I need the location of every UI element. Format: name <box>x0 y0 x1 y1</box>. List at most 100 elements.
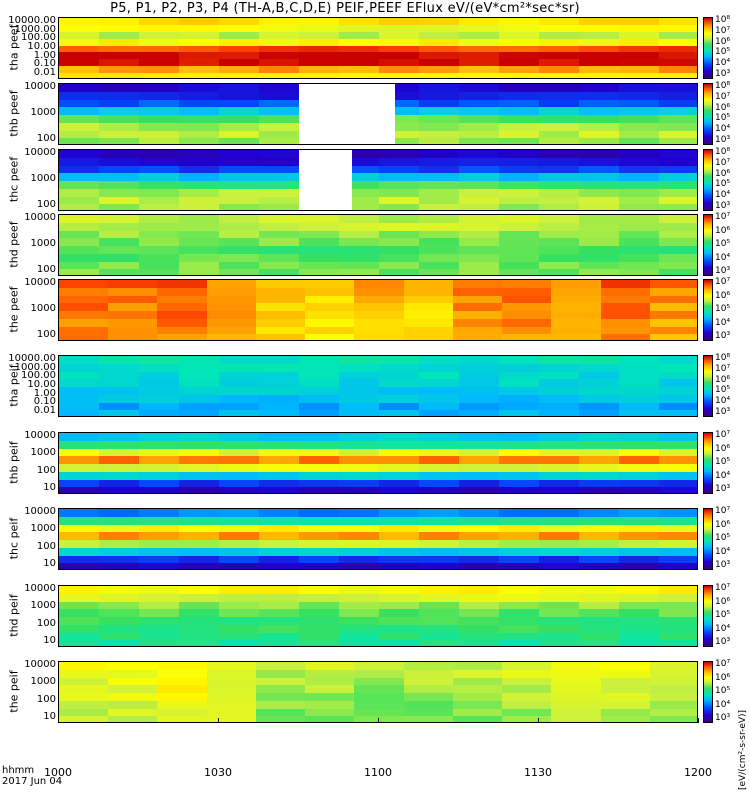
spectrogram-cell <box>499 471 540 481</box>
colorbar-tick-label: 10⁷ <box>715 212 731 222</box>
data-gap <box>299 84 395 144</box>
spectrogram-cell <box>179 230 220 240</box>
spectrogram-cell <box>459 215 500 224</box>
spectrogram-cell <box>219 59 260 68</box>
spectrogram-cell <box>659 363 697 373</box>
spectrogram-cell <box>539 107 580 116</box>
spectrogram-cell <box>539 464 580 473</box>
spectrogram-cell <box>59 356 100 365</box>
spectrogram-cell <box>419 31 460 40</box>
spectrogram-cell <box>579 532 620 541</box>
spectrogram-cell <box>659 487 697 493</box>
spectrogram-cell <box>579 45 620 54</box>
spectrogram-cell <box>419 532 460 541</box>
colorbar-tick-label: 10³ <box>715 637 731 647</box>
spectrogram-cell <box>339 66 380 75</box>
spectrogram-cell <box>259 99 300 109</box>
spectrogram-cell <box>259 196 300 206</box>
spectrogram-cell <box>649 669 697 679</box>
spectrogram-cell <box>419 524 460 534</box>
spectrogram-cell <box>59 318 110 328</box>
spectrogram-cell <box>579 540 620 549</box>
spectrogram-cell <box>659 115 697 124</box>
spectrogram-cell <box>659 138 697 144</box>
y-tick-label: 100.00 <box>21 370 56 382</box>
spectrogram-cell <box>459 394 500 404</box>
spectrogram-cell <box>659 99 697 109</box>
spectrogram-cell <box>59 609 100 618</box>
spectrogram-cell <box>179 173 220 182</box>
spectrogram-cell <box>419 394 460 404</box>
colorbar-tick-label: 10⁷ <box>715 91 731 102</box>
spectrogram-cell <box>259 632 300 642</box>
spectrogram-cell <box>59 107 100 116</box>
spectrogram-cell <box>179 632 220 642</box>
spectrogram-cell <box>579 84 620 93</box>
spectrogram-cell <box>619 246 660 255</box>
spectrogram-cell <box>379 196 420 206</box>
spectrogram-cell <box>379 471 420 481</box>
spectrogram-cell <box>619 196 660 206</box>
spectrogram-cell <box>459 586 500 595</box>
spectrogram-cell <box>459 356 500 365</box>
spectrogram-cell <box>539 52 580 61</box>
spectrogram-cell <box>59 379 100 388</box>
spectrogram-cell <box>579 215 620 224</box>
spectrogram-cell <box>403 708 454 718</box>
spectrogram-cell <box>259 624 300 634</box>
colorbar-tick-label: 10⁶ <box>715 290 731 301</box>
spectrogram-cell <box>419 107 460 116</box>
y-tick-label: 10000.00 <box>8 353 56 364</box>
spectrogram-cell <box>339 363 380 373</box>
x-axis-unit-label: hhmm <box>2 765 35 776</box>
spectrogram-tha-peif <box>58 355 698 417</box>
spectrogram-cell <box>419 18 460 26</box>
spectrogram-cell <box>539 130 580 140</box>
spectrogram-cell <box>419 433 460 442</box>
spectrogram-cell <box>339 586 380 595</box>
spectrogram-cell <box>299 24 340 33</box>
spectrogram-cell <box>99 107 140 116</box>
spectrogram-cell <box>59 115 100 124</box>
spectrogram-cell <box>259 246 300 255</box>
spectrogram-cell <box>459 410 500 416</box>
y-tick-label: 1.00 <box>33 49 56 61</box>
spectrogram-cell <box>619 269 660 275</box>
spectrogram-cell <box>403 295 454 305</box>
spectrogram-cell <box>459 24 500 33</box>
spectrogram-cell <box>419 261 460 271</box>
spectrogram-cell <box>659 230 697 240</box>
spectrogram-cell <box>179 215 220 224</box>
spectrogram-cell <box>539 253 580 263</box>
spectrogram-cell <box>299 31 340 40</box>
spectrogram-cell <box>179 563 220 569</box>
colorbar-tick-label: 10³ <box>715 713 731 723</box>
spectrogram-cell <box>299 238 340 247</box>
spectrogram-cell <box>551 669 602 679</box>
spectrogram-cell <box>379 516 420 526</box>
spectrogram-cell <box>219 609 260 618</box>
spectrogram-cell <box>539 593 580 603</box>
spectrogram-cell <box>305 677 356 687</box>
spectrogram-cell <box>499 24 540 33</box>
spectrogram-cell <box>579 157 620 167</box>
y-tick-label: 1.00 <box>33 387 56 399</box>
spectrogram-cell <box>619 52 660 61</box>
spectrogram-cell <box>219 173 260 182</box>
spectrogram-cell <box>539 24 580 33</box>
spectrogram-cell <box>219 456 260 465</box>
colorbar-tick-label: 10⁵ <box>715 610 731 620</box>
spectrogram-cell <box>459 540 500 549</box>
spectrogram-cell <box>502 700 553 710</box>
spectrogram-cell <box>99 238 140 247</box>
spectrogram-cell <box>219 73 260 78</box>
spectrogram-cell <box>99 632 140 642</box>
spectrogram-cell <box>339 464 380 473</box>
spectrogram-cell <box>600 700 651 710</box>
spectrogram-cell <box>499 215 540 224</box>
spectrogram-cell <box>403 669 454 679</box>
spectrogram-cell <box>600 677 651 687</box>
spectrogram-cell <box>600 669 651 679</box>
spectrogram-cell <box>649 334 697 340</box>
colorbar-unit-label: [eV/(cm²-s-sr-eV)] <box>738 709 748 790</box>
